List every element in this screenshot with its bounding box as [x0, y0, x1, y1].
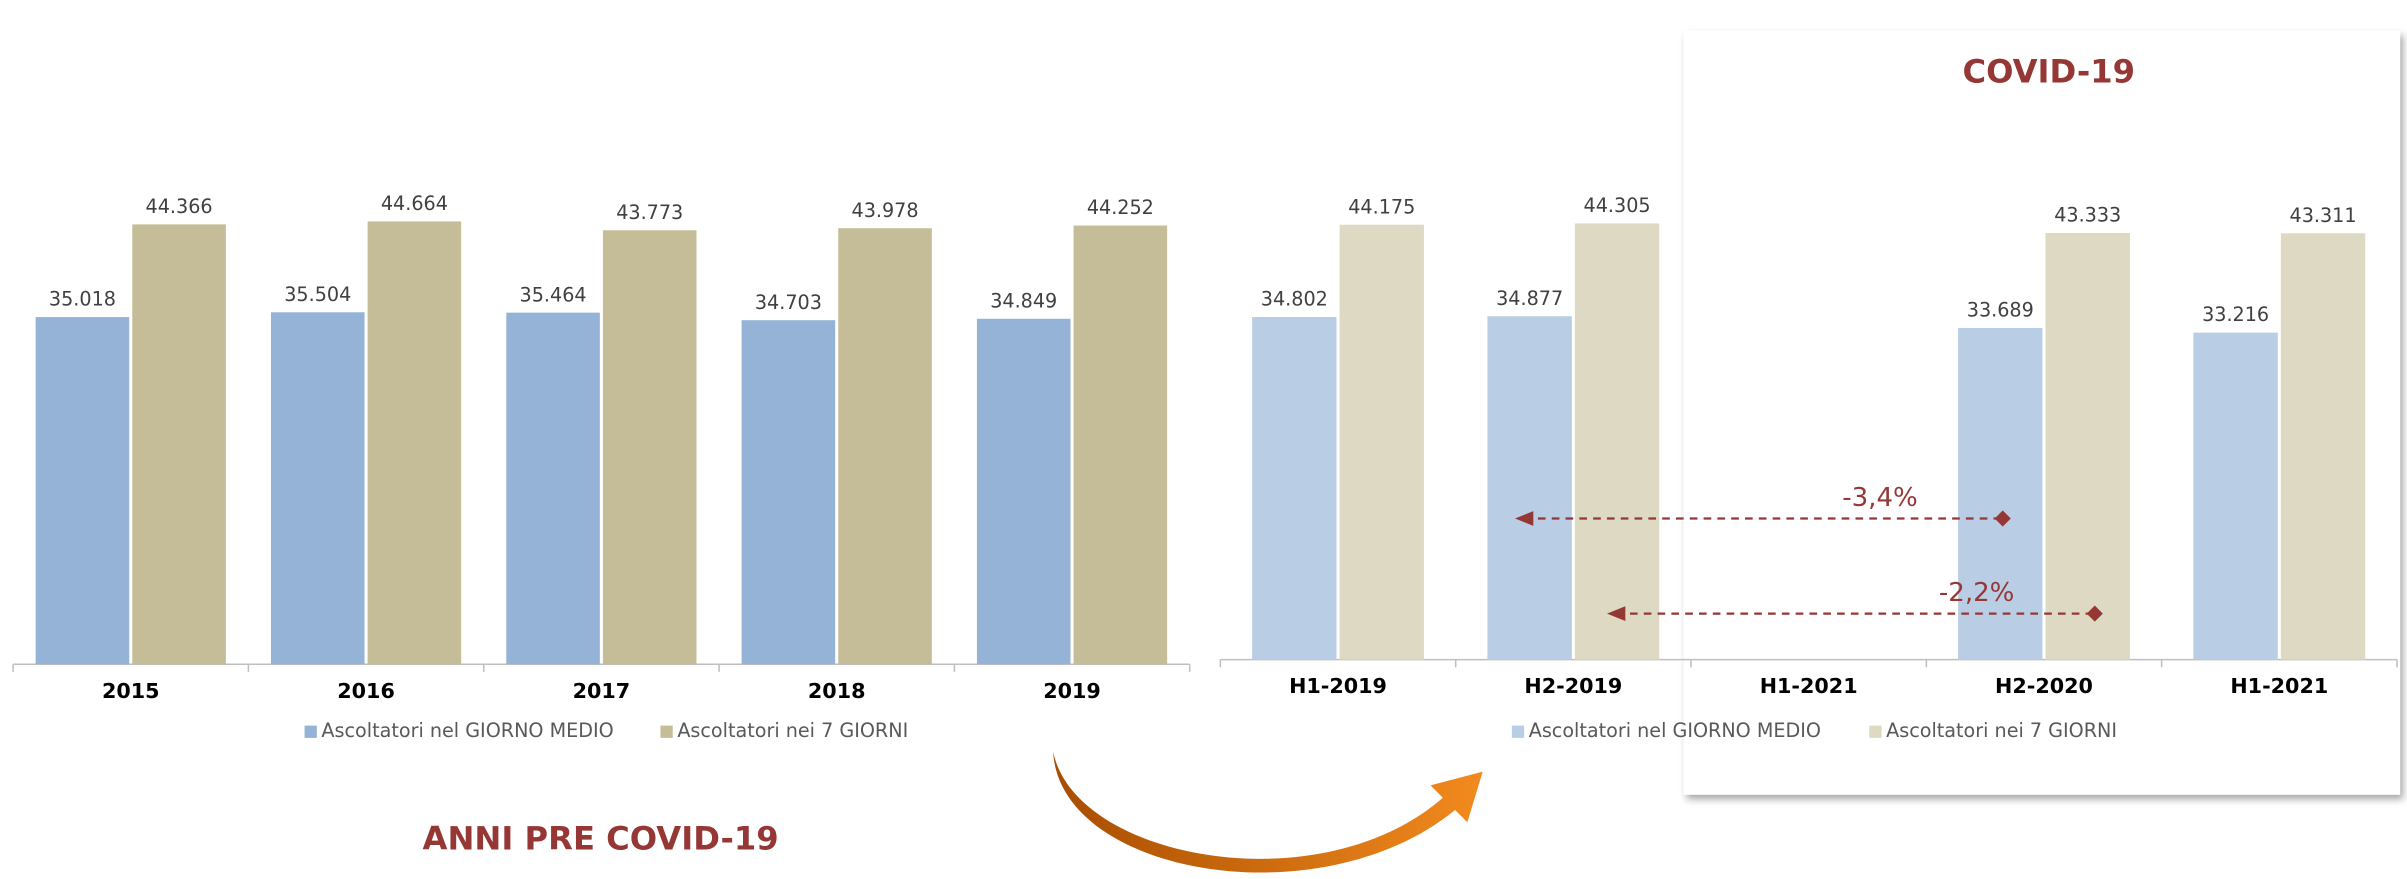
- value-label: 43.333: [2054, 204, 2121, 227]
- x-tick-label: 2015: [102, 679, 160, 703]
- bar: [1487, 316, 1572, 660]
- bar: [1958, 327, 2043, 660]
- value-label: 33.216: [2202, 303, 2269, 326]
- x-tick-label: H1-2019: [1289, 674, 1387, 698]
- value-label: 34.703: [755, 291, 822, 314]
- bar: [506, 312, 600, 665]
- annotation: -2,2%: [1939, 578, 2015, 608]
- bar: [976, 318, 1071, 665]
- value-label: 35.504: [284, 283, 351, 306]
- bar: [1339, 224, 1424, 660]
- value-label: 34.849: [990, 289, 1057, 312]
- value-label: 44.366: [146, 195, 213, 218]
- bar: [1073, 225, 1168, 665]
- x-tick-label: 2018: [808, 679, 866, 703]
- bar: [741, 320, 836, 665]
- bar: [1574, 223, 1660, 660]
- x-tick-label: H2-2019: [1524, 674, 1622, 698]
- bar: [602, 230, 697, 665]
- x-tick-label: H1-2021: [1760, 674, 1858, 698]
- bar: [270, 312, 365, 665]
- x-tick-label: 2019: [1043, 679, 1101, 703]
- bar: [35, 317, 130, 665]
- bar: [2045, 233, 2130, 660]
- legend-swatch: [304, 725, 317, 738]
- bar: [132, 224, 226, 665]
- x-tick-label: 2017: [573, 679, 631, 703]
- legend-label: Ascoltatori nel GIORNO MEDIO: [1529, 719, 1821, 742]
- annotation: -3,4%: [1842, 483, 1918, 513]
- x-tick-label: 2016: [337, 679, 395, 703]
- value-label: 43.978: [852, 199, 919, 222]
- value-label: 34.802: [1261, 288, 1328, 311]
- legend-swatch: [1869, 725, 1882, 738]
- x-tick-label: H2-2020: [1995, 674, 2093, 698]
- legend-swatch: [660, 725, 673, 738]
- x-tick-label: H1-2021: [2230, 674, 2328, 698]
- chart-title: COVID-19: [1962, 53, 2135, 91]
- legend-swatch: [1511, 725, 1525, 738]
- bar: [2280, 233, 2366, 660]
- value-label: 34.877: [1496, 287, 1563, 310]
- value-label: 43.773: [616, 201, 683, 224]
- legend-label: Ascoltatori nei 7 GIORNI: [1886, 719, 2117, 742]
- curved-arrow: [1053, 751, 1483, 873]
- legend-label: Ascoltatori nei 7 GIORNI: [677, 719, 908, 742]
- bar: [838, 228, 932, 665]
- value-label: 44.175: [1348, 195, 1415, 218]
- bar: [2193, 332, 2278, 660]
- value-label: 44.252: [1087, 196, 1154, 219]
- chart-title: ANNI PRE COVID-19: [423, 820, 779, 858]
- value-label: 35.464: [520, 283, 587, 306]
- value-label: 44.664: [381, 192, 448, 215]
- legend-label: Ascoltatori nel GIORNO MEDIO: [321, 719, 613, 742]
- value-label: 35.018: [49, 288, 116, 311]
- value-label: 44.305: [1584, 194, 1651, 217]
- bar: [367, 221, 462, 665]
- value-label: 33.689: [1967, 299, 2034, 322]
- value-label: 43.311: [2290, 204, 2357, 227]
- bar: [1252, 316, 1337, 660]
